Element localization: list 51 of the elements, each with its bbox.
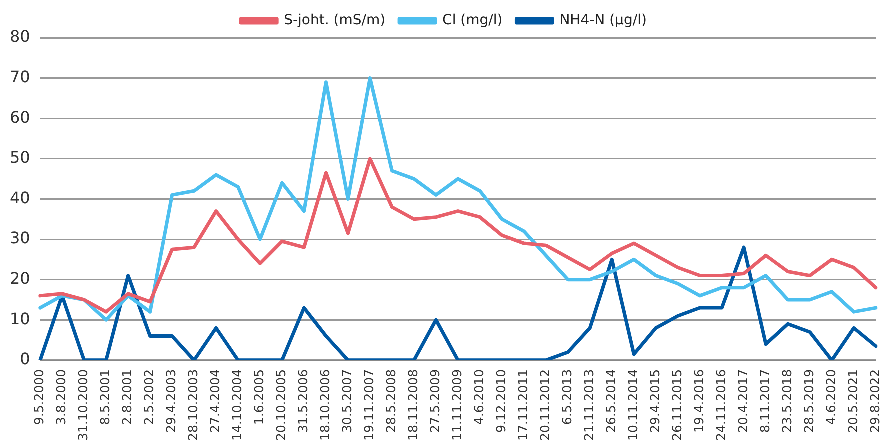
x-tick-label: 29.8.2022 — [867, 369, 882, 434]
y-tick-label: 10 — [10, 309, 30, 328]
x-tick-label: 28.10.2003 — [186, 369, 201, 442]
legend-label: S-joht. (mS/m) — [284, 12, 386, 29]
x-tick-label: 6.5.2013 — [559, 369, 574, 426]
x-tick-label: 28.5.2019 — [801, 369, 816, 434]
x-tick-label: 18.10.2006 — [317, 369, 332, 442]
x-tick-label: 24.11.2016 — [713, 369, 728, 442]
x-tick-label: 31.5.2006 — [295, 369, 310, 434]
x-tick-label: 2.8.2001 — [120, 369, 135, 426]
x-tick-label: 20.10.2005 — [274, 369, 289, 442]
x-tick-label: 29.4.2015 — [647, 369, 662, 434]
x-tick-label: 30.5.2007 — [339, 369, 354, 434]
y-tick-label: 0 — [20, 350, 30, 369]
x-tick-label: 11.11.2009 — [449, 369, 464, 442]
x-tick-label: 21.11.2013 — [581, 369, 596, 442]
x-tick-label: 19.11.2007 — [361, 369, 376, 442]
y-tick-label: 60 — [10, 108, 30, 127]
x-tick-label: 27.5.2009 — [427, 369, 442, 434]
x-tick-label: 8.11.2017 — [757, 369, 772, 434]
x-tick-label: 27.4.2004 — [208, 369, 223, 434]
x-tick-label: 23.5.2018 — [779, 369, 794, 434]
legend-label: NH4-N (µg/l) — [560, 12, 647, 29]
x-tick-label: 18.11.2008 — [405, 369, 420, 442]
x-tick-label: 29.4.2003 — [164, 369, 179, 434]
y-tick-label: 20 — [10, 268, 30, 288]
x-tick-label: 3.8.2000 — [54, 369, 69, 426]
x-tick-label: 1.6.2005 — [252, 369, 267, 426]
y-tick-label: 50 — [10, 148, 30, 168]
x-tick-label: 19.4.2016 — [691, 369, 706, 434]
x-tick-label: 4.6.2020 — [823, 369, 838, 426]
x-tick-label: 2.5.2002 — [142, 369, 157, 426]
x-tick-label: 26.11.2015 — [669, 369, 684, 442]
x-tick-label: 20.11.2012 — [537, 369, 552, 442]
x-tick-label: 28.5.2008 — [383, 369, 398, 434]
x-tick-label: 26.5.2014 — [603, 369, 618, 434]
x-tick-label: 31.10.2000 — [76, 369, 91, 442]
y-tick-label: 70 — [10, 67, 30, 86]
x-tick-label: 4.6.2010 — [471, 369, 486, 426]
y-tick-label: 40 — [10, 188, 30, 208]
x-tick-label: 8.5.2001 — [98, 369, 113, 426]
x-tick-label: 14.10.2004 — [230, 369, 245, 442]
y-tick-label: 80 — [10, 27, 30, 46]
y-tick-label: 30 — [10, 228, 30, 248]
x-tick-label: 9.12.2010 — [493, 369, 508, 434]
x-tick-label: 10.11.2014 — [625, 369, 640, 442]
x-tick-label: 20.4.2017 — [735, 369, 750, 434]
x-tick-label: 20.5.2021 — [845, 369, 860, 434]
x-tick-label: 9.5.2000 — [32, 369, 47, 426]
x-tick-label: 17.11.2011 — [515, 369, 530, 442]
legend-label: Cl (mg/l) — [442, 12, 503, 29]
